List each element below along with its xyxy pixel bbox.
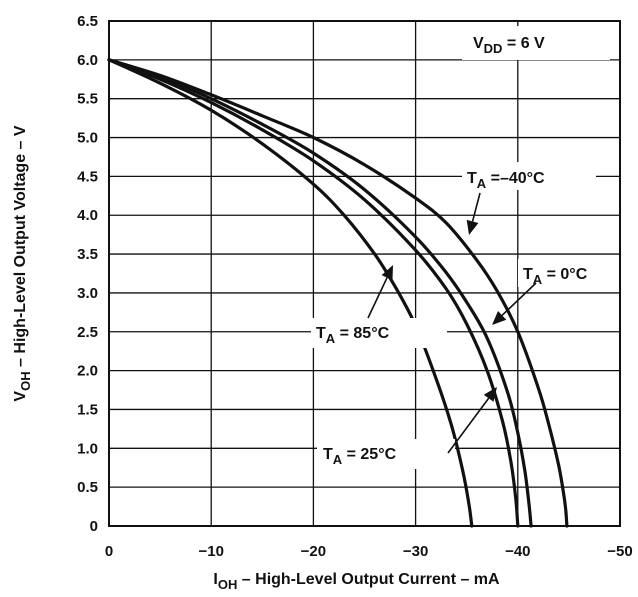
annotation-ta-minus40c-arrow-head <box>466 219 479 235</box>
x-tick-label: −50 <box>607 543 632 560</box>
y-tick-label: 0.5 <box>77 479 98 496</box>
y-tick-label: 6.0 <box>77 52 98 69</box>
curve-ta-85c <box>107 58 474 528</box>
annotation-ta-25c-label-main: T <box>323 446 333 463</box>
y-tick-label: 5.0 <box>77 130 98 147</box>
annotation-ta-0c-arrow-line <box>501 282 537 316</box>
annotation-ta-85c-arrow-head <box>381 265 393 281</box>
annotation-ta-minus40c-label-rest: =–40°C <box>486 170 545 187</box>
annotation-ta-minus40c-label-sub: A <box>477 176 487 191</box>
y-tick-label: 2.0 <box>77 363 98 380</box>
y-tick-label: 1.5 <box>77 401 98 418</box>
annotation-ta-25c-bg <box>317 439 455 469</box>
annotation-ta-0c-label-rest: = 0°C <box>542 266 588 283</box>
annotation-ta-0c-label-sub: A <box>533 272 543 287</box>
annotation-ta-0c-arrow-head <box>492 311 507 325</box>
x-axis-label-sub: OH <box>218 577 238 592</box>
y-axis-label-rest: – High-Level Output Voltage – V <box>12 125 29 371</box>
condition-label-sub: DD <box>484 41 503 56</box>
annotation-ta-0c-label-main: T <box>523 266 533 283</box>
curve-ta-minus40c <box>107 58 569 528</box>
y-axis-label-main: V <box>12 391 29 402</box>
annotation-ta-85c-label-sub: A <box>326 331 336 346</box>
curve-ta-0c <box>107 58 533 528</box>
y-tick-label: 1.0 <box>77 440 98 457</box>
annotation-ta-85c-label: TA = 85°C <box>316 325 390 346</box>
curve-ta-25c <box>107 58 520 528</box>
x-tick-label: −10 <box>198 543 223 560</box>
y-tick-label: 2.5 <box>77 324 98 341</box>
annotation-ta-0c-label: TA = 0°C <box>523 266 588 287</box>
annotation-ta-minus40c-bg <box>462 162 596 190</box>
annotation-ta-25c-arrow-head <box>483 387 497 402</box>
x-tick-label: −40 <box>505 543 530 560</box>
annotation-ta-85c-arrow-line <box>367 277 388 319</box>
annotation-ta-25c-label-rest: = 25°C <box>342 446 396 463</box>
y-tick-label: 6.5 <box>77 13 98 30</box>
condition-label-main: V <box>473 35 484 52</box>
y-tick-label: 0 <box>90 518 98 535</box>
annotation-ta-25c-label-sub: A <box>333 452 343 467</box>
y-tick-label: 3.5 <box>77 246 98 263</box>
annotation-ta-25c-arrow-line <box>447 397 490 454</box>
plot-frame <box>108 20 621 527</box>
x-tick-label: −30 <box>403 543 428 560</box>
x-tick-label: −20 <box>301 543 326 560</box>
annotation-ta-85c-bg <box>311 318 447 348</box>
y-tick-label: 5.5 <box>77 91 98 108</box>
y-axis-label-sub: OH <box>18 371 33 391</box>
y-tick-label: 4.0 <box>77 207 98 224</box>
x-axis-label-main: I <box>213 571 217 588</box>
annotation-ta-0c-bg <box>518 259 610 287</box>
x-tick-label: 0 <box>105 543 113 560</box>
condition-label: VDD = 6 V <box>473 35 545 56</box>
annotation-ta-minus40c-label: TA =–40°C <box>467 170 545 191</box>
y-tick-label: 3.0 <box>77 285 98 302</box>
x-axis-label-rest: – High-Level Output Current – mA <box>237 571 500 588</box>
x-axis-label: IOH – High-Level Output Current – mA <box>213 571 500 592</box>
y-tick-label: 4.5 <box>77 168 98 185</box>
annotation-ta-minus40c-label-main: T <box>467 170 477 187</box>
annotation-ta-85c-label-main: T <box>316 325 326 342</box>
annotation-ta-25c-label: TA = 25°C <box>323 446 397 467</box>
annotation-ta-minus40c-arrow-line <box>471 192 481 222</box>
condition-label-rest: = 6 V <box>502 35 545 52</box>
annotation-ta-85c-label-rest: = 85°C <box>335 325 389 342</box>
y-axis-label: VOH – High-Level Output Voltage – V <box>12 125 33 401</box>
condition-label-bg <box>462 26 610 60</box>
